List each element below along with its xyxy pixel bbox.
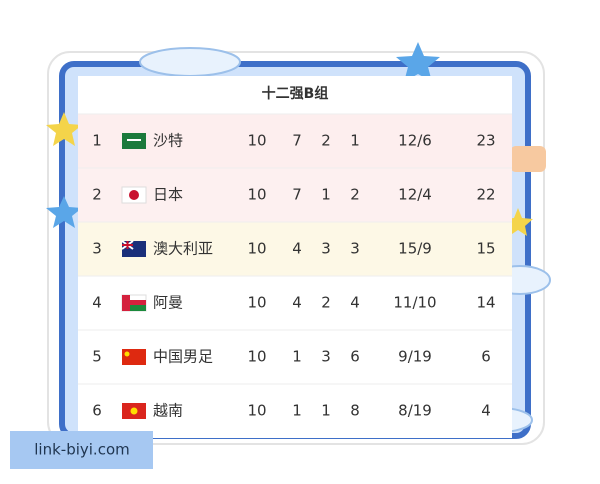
star bbox=[46, 196, 82, 228]
team: 沙特 bbox=[153, 132, 183, 150]
points: 15 bbox=[476, 240, 495, 258]
losses: 6 bbox=[350, 348, 360, 366]
row-background bbox=[78, 276, 512, 330]
flag-mark bbox=[124, 351, 130, 357]
team: 阿曼 bbox=[153, 294, 183, 312]
flag bbox=[122, 349, 146, 365]
rank: 5 bbox=[92, 348, 102, 366]
flag-mark bbox=[127, 139, 141, 141]
flag-mark bbox=[129, 190, 139, 200]
losses: 8 bbox=[350, 402, 360, 420]
watermark: link-biyi.com bbox=[34, 441, 129, 459]
draws: 3 bbox=[321, 240, 331, 258]
goals: 12/6 bbox=[398, 132, 432, 150]
played: 10 bbox=[247, 294, 266, 312]
draws: 2 bbox=[321, 294, 331, 312]
points: 4 bbox=[481, 402, 491, 420]
wins: 1 bbox=[292, 402, 302, 420]
rows: 1 沙特 10 7 2 1 12/6 232 日本 10 7 1 2 12/4 223 澳大利亚 10 4 3 3 15… bbox=[78, 113, 512, 438]
goals: 8/19 bbox=[398, 402, 432, 420]
star bbox=[46, 112, 82, 146]
rank: 1 bbox=[92, 132, 102, 150]
watermark-box bbox=[10, 431, 153, 469]
draws: 1 bbox=[321, 186, 331, 204]
draws: 3 bbox=[321, 348, 331, 366]
losses: 4 bbox=[350, 294, 360, 312]
draws: 1 bbox=[321, 402, 331, 420]
team: 日本 bbox=[153, 186, 183, 204]
losses: 2 bbox=[350, 186, 360, 204]
played: 10 bbox=[247, 132, 266, 150]
team: 中国男足 bbox=[153, 348, 213, 366]
flag-mark bbox=[122, 241, 133, 249]
wins: 4 bbox=[292, 294, 302, 312]
rank: 4 bbox=[92, 294, 102, 312]
flag-mark bbox=[122, 295, 130, 311]
wins: 7 bbox=[292, 186, 302, 204]
losses: 3 bbox=[350, 240, 360, 258]
flag-mark bbox=[122, 305, 146, 311]
tag bbox=[510, 146, 546, 172]
team: 越南 bbox=[153, 402, 183, 420]
rank: 6 bbox=[92, 402, 102, 420]
flag-mark bbox=[130, 407, 138, 415]
losses: 1 bbox=[350, 132, 360, 150]
row-background bbox=[78, 222, 512, 276]
played: 10 bbox=[247, 240, 266, 258]
team: 澳大利亚 bbox=[153, 240, 213, 258]
played: 10 bbox=[247, 348, 266, 366]
points: 6 bbox=[481, 348, 491, 366]
goals: 9/19 bbox=[398, 348, 432, 366]
star bbox=[396, 42, 440, 82]
wins: 4 bbox=[292, 240, 302, 258]
flag-mark bbox=[130, 300, 146, 305]
points: 14 bbox=[476, 294, 495, 312]
goals: 15/9 bbox=[398, 240, 432, 258]
played: 10 bbox=[247, 186, 266, 204]
draws: 2 bbox=[321, 132, 331, 150]
cloud bbox=[139, 47, 241, 77]
rank: 2 bbox=[92, 186, 102, 204]
wins: 7 bbox=[292, 132, 302, 150]
row-background bbox=[78, 168, 512, 222]
row-background bbox=[78, 330, 512, 384]
played: 10 bbox=[247, 402, 266, 420]
points: 22 bbox=[476, 186, 495, 204]
goals: 11/10 bbox=[393, 294, 436, 312]
points: 23 bbox=[476, 132, 495, 150]
wins: 1 bbox=[292, 348, 302, 366]
goals: 12/4 bbox=[398, 186, 432, 204]
table-title: 十二强B组 bbox=[262, 85, 329, 102]
row-background bbox=[78, 114, 512, 168]
row-background bbox=[78, 384, 512, 438]
rank: 3 bbox=[92, 240, 102, 258]
